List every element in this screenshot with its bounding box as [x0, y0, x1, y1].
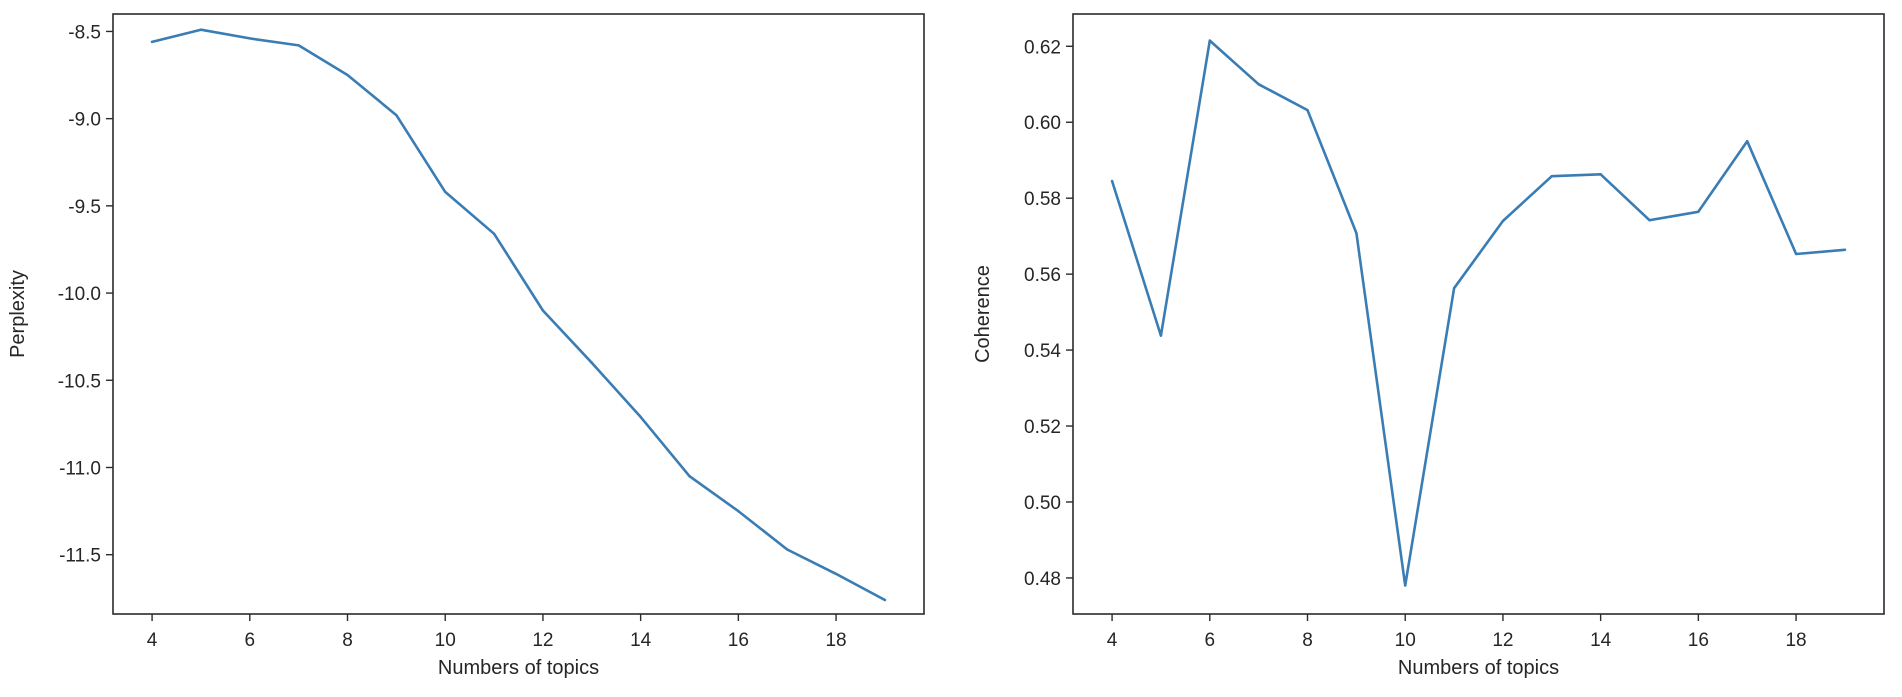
- perplexity-data-point: [395, 113, 398, 117]
- coherence-data-point: [1208, 39, 1211, 42]
- coherence-x-tick-label: 4: [1107, 630, 1118, 651]
- perplexity-data-point: [346, 73, 349, 77]
- perplexity-data-point: [590, 361, 593, 365]
- perplexity-plot-frame: [112, 13, 925, 615]
- perplexity-y-tick-label: -10.5: [58, 371, 101, 392]
- coherence-y-tick-label: 0.62: [1024, 37, 1061, 58]
- coherence-series-line: [1110, 39, 1847, 587]
- coherence-y-tick-label: 0.54: [1024, 341, 1061, 362]
- perplexity-data-point: [492, 232, 496, 235]
- perplexity-data-point: [737, 509, 740, 513]
- perplexity-x-tick-label: 4: [147, 630, 158, 651]
- perplexity-data-point: [688, 475, 691, 478]
- coherence-data-point: [1355, 231, 1358, 235]
- coherence-data-point: [1599, 173, 1602, 176]
- perplexity-x-tick-label: 16: [728, 630, 749, 651]
- coherence-y-tick-label: 0.58: [1024, 189, 1061, 210]
- coherence-y-tick-label: 0.52: [1024, 417, 1061, 438]
- coherence-data-point: [1404, 584, 1407, 587]
- coherence-x-tick-label: 12: [1492, 630, 1513, 651]
- perplexity-y-axis-label: Perplexity: [7, 270, 29, 358]
- perplexity-x-axis-label: Numbers of topics: [438, 657, 599, 679]
- coherence-y-tick-label: 0.60: [1024, 113, 1061, 134]
- perplexity-y-tick-label: -11.0: [59, 458, 101, 479]
- perplexity-x-tick-label: 18: [825, 630, 846, 651]
- coherence-y-tick-label: 0.48: [1024, 569, 1061, 590]
- perplexity-x-tick-label: 8: [342, 630, 353, 651]
- perplexity-y-tick-label: -9.0: [68, 110, 101, 131]
- coherence-data-point: [1501, 219, 1505, 223]
- perplexity-data-point: [639, 415, 642, 419]
- coherence-x-axis-label: Numbers of topics: [1398, 657, 1559, 679]
- coherence-chart: 4 6 8 10 12 14 16 18 0.48 0.50 0.52 0.54 0.56 0.58 0.6…: [972, 13, 1885, 679]
- coherence-data-point: [1257, 83, 1260, 86]
- coherence-data-point: [1159, 334, 1163, 337]
- perplexity-x-tick-label: 6: [245, 630, 256, 651]
- perplexity-data-point: [883, 598, 887, 602]
- perplexity-y-tick-label: -11.5: [59, 546, 101, 567]
- coherence-data-point: [1306, 108, 1309, 112]
- coherence-y-axis-label: Coherence: [972, 265, 994, 363]
- coherence-x-tick-label: 14: [1590, 630, 1612, 651]
- coherence-plot-frame: [1072, 13, 1885, 615]
- perplexity-x-tick-label: 10: [435, 630, 456, 651]
- perplexity-series-line: [150, 28, 887, 602]
- perplexity-y-tick-label: -9.5: [68, 197, 101, 218]
- perplexity-data-point: [541, 309, 545, 312]
- coherence-data-point: [1648, 219, 1651, 222]
- coherence-x-tick-label: 10: [1395, 630, 1416, 651]
- perplexity-y-tick-label: -8.5: [68, 22, 101, 43]
- coherence-y-tick-label: 0.50: [1024, 493, 1061, 514]
- coherence-y-tick-label: 0.56: [1024, 265, 1061, 286]
- perplexity-data-point: [248, 37, 251, 40]
- perplexity-x-tick-label: 14: [630, 630, 652, 651]
- coherence-data-point: [1697, 210, 1700, 214]
- coherence-data-point: [1843, 248, 1847, 252]
- coherence-x-tick-label: 6: [1205, 630, 1216, 651]
- perplexity-data-point: [150, 40, 154, 44]
- coherence-data-point: [1746, 140, 1749, 143]
- coherence-data-point: [1452, 286, 1456, 290]
- coherence-data-point: [1110, 179, 1114, 183]
- perplexity-data-point: [199, 28, 203, 31]
- perplexity-x-tick-label: 12: [532, 630, 553, 651]
- coherence-x-tick-label: 18: [1785, 630, 1806, 651]
- perplexity-data-point: [834, 572, 838, 576]
- perplexity-data-point: [786, 548, 789, 551]
- perplexity-y-tick-label: -10.0: [58, 284, 101, 305]
- perplexity-chart: 4 6 8 10 12 14 16 18 -8.5 -9.0 -9.5 -10.0 -10.5 -11.0…: [7, 13, 925, 679]
- coherence-data-point: [1550, 174, 1553, 178]
- coherence-x-tick-label: 16: [1688, 630, 1709, 651]
- perplexity-data-point: [444, 190, 447, 194]
- coherence-data-point: [1794, 252, 1798, 256]
- perplexity-data-point: [297, 44, 300, 47]
- coherence-x-tick-label: 8: [1302, 630, 1313, 651]
